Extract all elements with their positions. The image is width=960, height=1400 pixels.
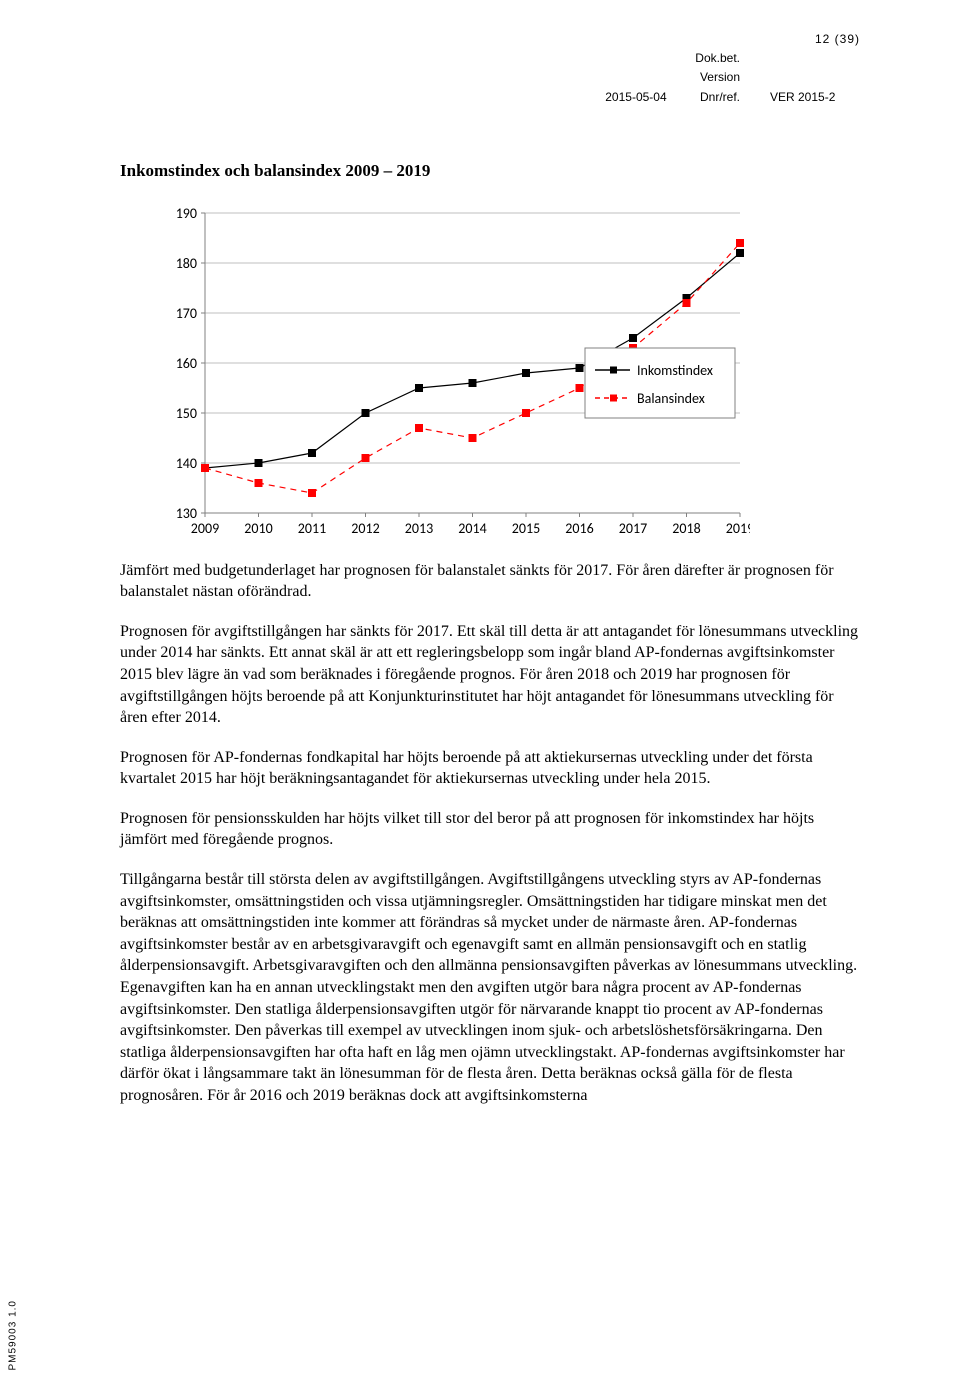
svg-text:2014: 2014	[458, 520, 486, 537]
chart-container: 1301401501601701801902009201020112012201…	[150, 203, 860, 550]
header-dnrref: Dnr/ref.	[700, 90, 740, 104]
svg-text:Inkomstindex: Inkomstindex	[637, 362, 713, 379]
paragraph: Tillgångarna består till största delen a…	[120, 869, 860, 1107]
side-label: PM59003 1.0	[7, 1300, 21, 1371]
svg-text:2011: 2011	[298, 520, 326, 537]
line-chart: 1301401501601701801902009201020112012201…	[150, 203, 750, 543]
section-title: Inkomstindex och balansindex 2009 – 2019	[120, 160, 860, 183]
page-number: 12 (39)	[605, 30, 860, 49]
svg-text:2015: 2015	[512, 520, 540, 537]
page-header: 12 (39) Dok.bet. Version 2015-05-04 Dnr/…	[605, 30, 860, 107]
svg-text:2016: 2016	[565, 520, 593, 537]
header-version: Version	[695, 68, 740, 87]
svg-text:150: 150	[176, 405, 197, 422]
svg-text:190: 190	[176, 205, 197, 222]
svg-text:Balansindex: Balansindex	[637, 390, 705, 407]
paragraph: Prognosen för avgiftstillgången har sänk…	[120, 621, 860, 729]
page: 12 (39) Dok.bet. Version 2015-05-04 Dnr/…	[0, 0, 960, 1400]
header-ver: VER 2015-2	[770, 90, 835, 104]
header-date: 2015-05-04	[605, 90, 666, 104]
svg-text:2009: 2009	[191, 520, 219, 537]
paragraph: Jämfört med budgetunderlaget har prognos…	[120, 560, 860, 603]
svg-text:140: 140	[176, 455, 197, 472]
paragraph: Prognosen för pensionsskulden har höjts …	[120, 808, 860, 851]
svg-text:170: 170	[176, 305, 197, 322]
paragraph: Prognosen för AP-fondernas fondkapital h…	[120, 747, 860, 790]
svg-text:180: 180	[176, 255, 197, 272]
svg-text:2012: 2012	[351, 520, 379, 537]
svg-text:2019: 2019	[726, 520, 750, 537]
svg-text:2010: 2010	[244, 520, 272, 537]
svg-text:2017: 2017	[619, 520, 647, 537]
body-text: Jämfört med budgetunderlaget har prognos…	[120, 560, 860, 1107]
svg-text:2018: 2018	[672, 520, 700, 537]
svg-text:160: 160	[176, 355, 197, 372]
svg-text:2013: 2013	[405, 520, 433, 537]
header-dokbet: Dok.bet.	[695, 49, 740, 68]
